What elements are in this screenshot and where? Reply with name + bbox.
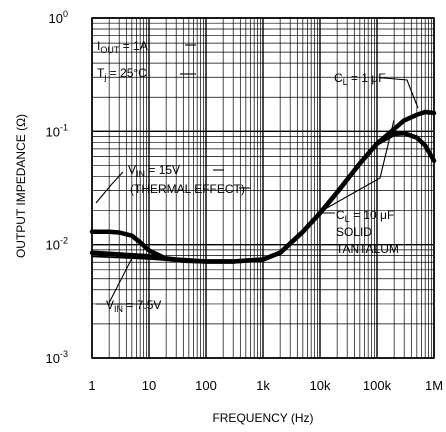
y-tick-label: 10-2 <box>46 236 68 253</box>
grid <box>91 17 435 359</box>
x-tick-label: 10k <box>310 378 331 393</box>
iout-condition: IOUT = 1A <box>97 39 148 55</box>
y-axis-label: OUTPUT IMPEDANCE (Ω) <box>14 114 28 258</box>
y-tick-label: 10-1 <box>46 122 68 139</box>
x-tick-label: 100k <box>363 378 392 393</box>
x-tick-label: 1 <box>88 378 95 393</box>
annotation-leaders <box>95 44 419 305</box>
tantalum-label: TANTALUM <box>336 242 399 256</box>
annotation-leader <box>315 119 395 214</box>
series-line-2 <box>89 131 437 264</box>
annotation-leader <box>110 171 124 186</box>
x-tick-label: 10 <box>142 378 156 393</box>
x-axis-label: FREQUENCY (Hz) <box>212 411 313 425</box>
vin-15v-label: VIN = 15V <box>128 163 180 179</box>
tick-labels: 1 10 100 1k 10k 100k 1M 100 10-1 10-2 10-3 <box>46 9 444 393</box>
x-tick-label: 100 <box>195 378 217 393</box>
series-line-3 <box>91 232 304 264</box>
x-tick-label: 1M <box>425 378 443 393</box>
y-tick-label: 10-3 <box>46 349 68 366</box>
vin-7.5v-label: VIN = 7.5V <box>106 298 161 314</box>
tj-condition: Tj = 25°C <box>97 66 147 82</box>
annotation-leader <box>383 77 419 109</box>
cl-1uf-label: CL = 1 μF <box>334 71 386 87</box>
cl-10uf-label: CL = 10 μF <box>336 208 394 224</box>
annotation-leader <box>108 257 133 304</box>
solid-label: SOLID <box>336 225 372 239</box>
y-tick-label: 100 <box>49 9 68 26</box>
annotation-leader <box>95 184 112 204</box>
plot-frame <box>91 17 435 359</box>
series-layer <box>89 109 437 264</box>
thermal-effect-label: (THERMAL EFFECT) <box>130 182 245 196</box>
x-tick-label: 1k <box>256 378 270 393</box>
